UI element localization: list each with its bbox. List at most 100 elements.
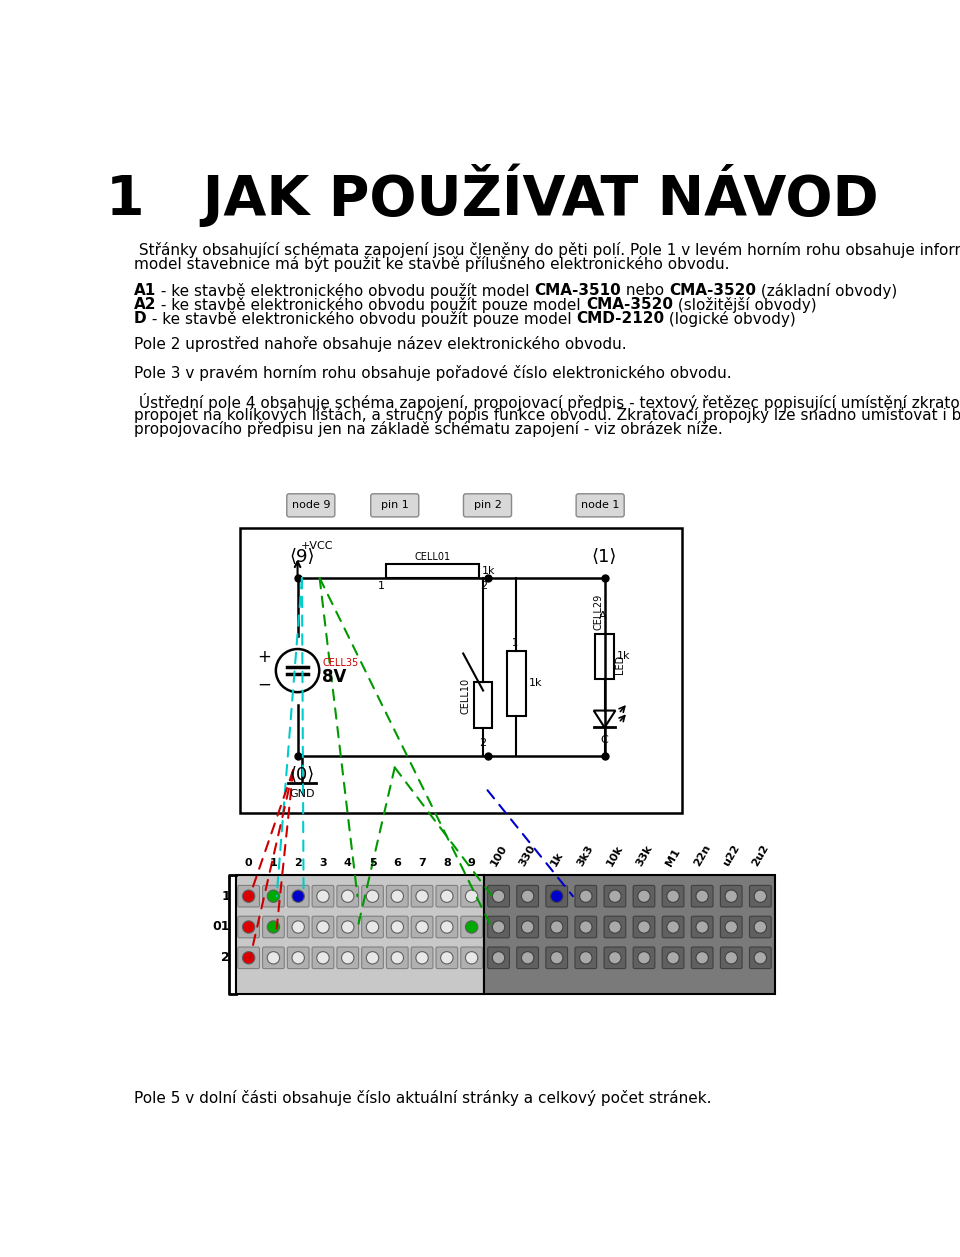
Text: ⟨9⟩: ⟨9⟩ — [289, 548, 315, 566]
FancyBboxPatch shape — [662, 916, 684, 938]
Circle shape — [637, 921, 650, 933]
FancyBboxPatch shape — [576, 494, 624, 517]
Text: ⟨0⟩: ⟨0⟩ — [289, 766, 315, 783]
Bar — [236, 875, 484, 994]
FancyBboxPatch shape — [488, 916, 510, 938]
Text: 6: 6 — [394, 859, 401, 869]
FancyBboxPatch shape — [546, 885, 567, 908]
Circle shape — [466, 890, 478, 903]
FancyBboxPatch shape — [575, 947, 597, 969]
Circle shape — [391, 952, 403, 964]
FancyBboxPatch shape — [337, 947, 359, 969]
Text: 330: 330 — [517, 843, 538, 869]
Circle shape — [466, 952, 478, 964]
Text: 1: 1 — [270, 859, 277, 869]
Circle shape — [342, 890, 354, 903]
FancyBboxPatch shape — [238, 916, 259, 938]
FancyBboxPatch shape — [287, 885, 309, 908]
Circle shape — [292, 921, 304, 933]
FancyBboxPatch shape — [488, 885, 510, 908]
FancyBboxPatch shape — [362, 885, 383, 908]
Text: CELL29: CELL29 — [593, 595, 603, 631]
Text: u22: u22 — [721, 843, 741, 869]
FancyBboxPatch shape — [662, 885, 684, 908]
Circle shape — [696, 952, 708, 964]
Text: 2: 2 — [480, 738, 487, 748]
Text: model stavebnice má být použit ke stavbě přílušného elektronického obvodu.: model stavebnice má být použit ke stavbě… — [134, 255, 730, 272]
Text: node 9: node 9 — [292, 500, 330, 510]
Text: LED: LED — [615, 655, 625, 674]
FancyBboxPatch shape — [575, 885, 597, 908]
Text: A1: A1 — [134, 283, 156, 298]
Text: (složitější obvody): (složitější obvody) — [673, 297, 817, 313]
Text: GND: GND — [289, 789, 315, 799]
FancyBboxPatch shape — [575, 916, 597, 938]
FancyBboxPatch shape — [720, 947, 742, 969]
FancyBboxPatch shape — [411, 947, 433, 969]
Text: CMA-3520: CMA-3520 — [586, 297, 673, 312]
Circle shape — [696, 921, 708, 933]
FancyBboxPatch shape — [461, 885, 483, 908]
FancyBboxPatch shape — [263, 885, 284, 908]
FancyBboxPatch shape — [371, 494, 419, 517]
Circle shape — [441, 890, 453, 903]
FancyBboxPatch shape — [436, 947, 458, 969]
FancyBboxPatch shape — [662, 947, 684, 969]
Text: A: A — [598, 611, 606, 621]
FancyBboxPatch shape — [387, 916, 408, 938]
FancyBboxPatch shape — [238, 885, 259, 908]
Circle shape — [725, 890, 737, 903]
FancyBboxPatch shape — [604, 947, 626, 969]
Text: 1k: 1k — [548, 851, 564, 869]
Text: - ke stavbě elektronického obvodu použít model: - ke stavbě elektronického obvodu použít… — [156, 283, 535, 299]
Text: - ke stavbě elektronického obvodu použít pouze model: - ke stavbě elektronického obvodu použít… — [156, 297, 586, 313]
Text: 2: 2 — [222, 952, 230, 964]
Circle shape — [292, 952, 304, 964]
Text: 9: 9 — [468, 859, 475, 869]
Circle shape — [667, 952, 680, 964]
Text: CMA-3520: CMA-3520 — [669, 283, 756, 298]
Circle shape — [492, 890, 505, 903]
Text: 1   JAK POUŽÍVAT NÁVOD: 1 JAK POUŽÍVAT NÁVOD — [106, 163, 878, 228]
Text: 1k: 1k — [482, 566, 495, 576]
FancyBboxPatch shape — [312, 885, 334, 908]
Text: CELL10: CELL10 — [461, 679, 470, 714]
FancyBboxPatch shape — [750, 885, 771, 908]
Circle shape — [550, 890, 563, 903]
FancyBboxPatch shape — [263, 947, 284, 969]
Text: C: C — [601, 735, 609, 745]
Text: M1: M1 — [664, 847, 683, 869]
FancyBboxPatch shape — [516, 947, 539, 969]
FancyBboxPatch shape — [634, 916, 655, 938]
Circle shape — [492, 921, 505, 933]
FancyBboxPatch shape — [436, 885, 458, 908]
Text: propojet na kolíkových lištách, a stručný popis funkce obvodu. Zkratovací propoj: propojet na kolíkových lištách, a stručn… — [134, 407, 960, 424]
Circle shape — [696, 890, 708, 903]
Text: pin 1: pin 1 — [381, 500, 409, 510]
Circle shape — [243, 890, 254, 903]
Circle shape — [550, 921, 563, 933]
Text: CMA-3510: CMA-3510 — [535, 283, 621, 298]
FancyBboxPatch shape — [263, 916, 284, 938]
Text: −: − — [257, 675, 272, 694]
FancyBboxPatch shape — [387, 947, 408, 969]
Text: 1: 1 — [377, 581, 384, 591]
Circle shape — [521, 921, 534, 933]
Circle shape — [292, 890, 304, 903]
Text: 3: 3 — [319, 859, 326, 869]
Text: 0: 0 — [245, 859, 252, 869]
FancyBboxPatch shape — [546, 947, 567, 969]
Text: CELL35: CELL35 — [323, 657, 359, 667]
FancyBboxPatch shape — [720, 885, 742, 908]
Text: 8V: 8V — [323, 667, 347, 686]
Circle shape — [609, 921, 621, 933]
Circle shape — [492, 952, 505, 964]
Circle shape — [367, 952, 379, 964]
Circle shape — [441, 921, 453, 933]
FancyBboxPatch shape — [362, 916, 383, 938]
FancyBboxPatch shape — [546, 916, 567, 938]
Text: 8: 8 — [443, 859, 451, 869]
Text: Střánky obsahující schémata zapojení jsou členěny do pěti polí. Pole 1 v levém h: Střánky obsahující schémata zapojení jso… — [134, 241, 960, 258]
Text: 1: 1 — [512, 637, 517, 647]
Text: Ústřední pole 4 obsahuje schéma zapojení, propojovací předpis - textový řetězec : Ústřední pole 4 obsahuje schéma zapojení… — [134, 393, 960, 411]
